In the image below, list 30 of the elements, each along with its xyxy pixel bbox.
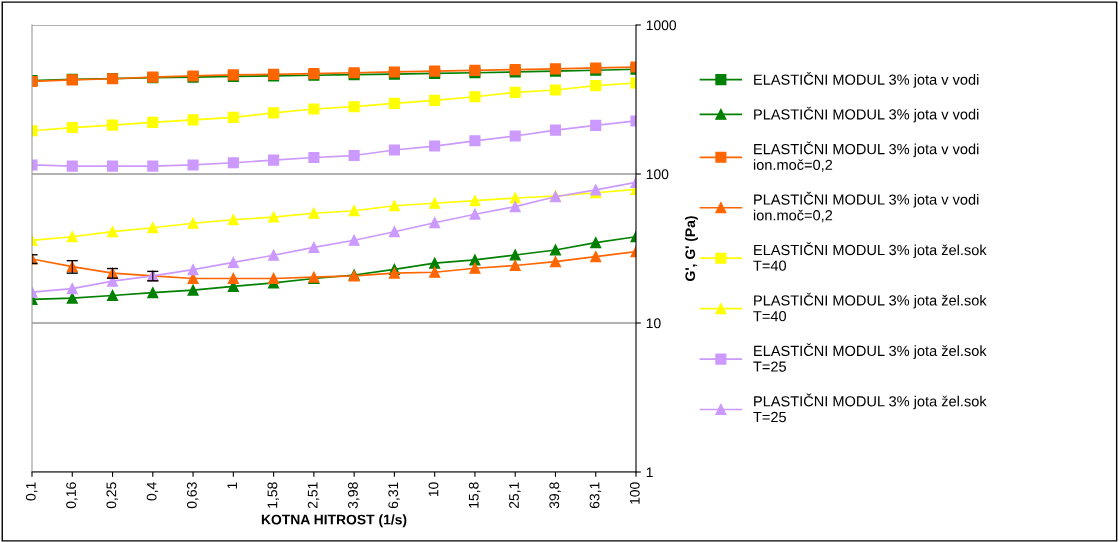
x-tick-label: 0,1: [25, 482, 38, 501]
y-axis-title: G', G' (Pa): [684, 216, 698, 281]
y-tick-label: 1000: [646, 20, 677, 31]
x-tick-label: 63,1: [589, 482, 602, 509]
legend-label: ELASTIČNI MODUL 3% jota žel.sok T=40: [753, 242, 987, 271]
legend-label: ELASTIČNI MODUL 3% jota v vodi: [754, 71, 979, 88]
x-tick-label: 39,8: [549, 482, 561, 509]
x-axis-title: KOTNA HITROST (1/s): [261, 514, 407, 528]
legend-label: PLASTIČNI MODUL 3% jota v vodi ion.moč=0,2: [753, 191, 979, 223]
legend-label: PLASTIČNI MODUL 3% jota v vodi: [754, 106, 979, 123]
x-tick-label: 3,98: [348, 482, 360, 509]
x-tick-label: 100: [629, 482, 640, 504]
x-tick-label: 0,4: [146, 482, 159, 501]
x-tick-label: 0,16: [66, 482, 78, 509]
x-tick-label: 10: [428, 482, 439, 497]
y-tick-label: 10: [646, 318, 661, 329]
x-tick-label: 25,1: [509, 482, 521, 509]
legend-label: PLASTIČNI MODUL 3% jota žel.sok T=25: [753, 393, 987, 423]
x-tick-label: 2,51: [307, 482, 320, 509]
x-tick-label: 6,31: [388, 482, 400, 509]
x-tick-label: 0,25: [106, 482, 118, 509]
y-tick-label: 1: [646, 467, 653, 478]
x-tick-label: 0,63: [186, 482, 199, 509]
x-tick-label: 15,8: [468, 482, 481, 508]
x-tick-label: 1,58: [267, 482, 279, 508]
legend-label: ELASTIČNI MODUL 3% jota žel.sok T=25: [753, 343, 987, 372]
legend-label: ELASTIČNI MODUL 3% jota v vodi ion.moč=0,2: [753, 141, 979, 172]
x-tick-label: 1: [227, 482, 237, 489]
y-tick-label: 100: [646, 169, 669, 180]
legend-label: PLASTIČNI MODUL 3% jota žel.sok T=40: [753, 292, 987, 322]
